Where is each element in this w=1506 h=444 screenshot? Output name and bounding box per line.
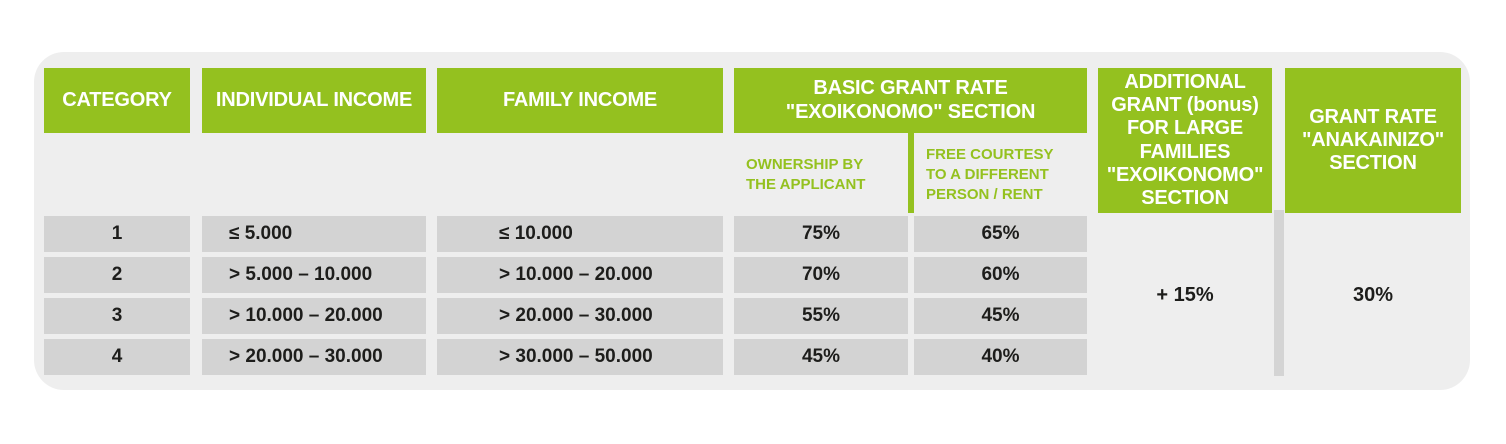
grant-rate-table: CATEGORY INDIVIDUAL INCOME FAMILY INCOME… bbox=[34, 52, 1470, 390]
cell-ownership-rate-4: 45% bbox=[734, 339, 908, 375]
cell-family-income-2: > 10.000 – 20.000 bbox=[437, 257, 723, 293]
subheader-ownership-by-applicant: OWNERSHIP BY THE APPLICANT bbox=[746, 156, 866, 193]
cell-category-2: 2 bbox=[44, 257, 190, 293]
header-basic-grant-rate: BASIC GRANT RATE "EXOIKONOMO" SECTION bbox=[734, 68, 1087, 133]
header-anakainizo-section: GRANT RATE "ANAKAINIZO" SECTION bbox=[1285, 68, 1461, 213]
subheader-free-courtesy: FREE COURTESY TO A DIFFERENT PERSON / RE… bbox=[926, 146, 1054, 203]
cell-ownership-rate-1: 75% bbox=[734, 216, 908, 252]
subcolumn-divider bbox=[908, 133, 914, 213]
cell-individual-income-4: > 20.000 – 30.000 bbox=[202, 339, 426, 375]
cell-ownership-rate-2: 70% bbox=[734, 257, 908, 293]
table-card: CATEGORY INDIVIDUAL INCOME FAMILY INCOME… bbox=[34, 52, 1470, 390]
cell-ownership-rate-3: 55% bbox=[734, 298, 908, 334]
cell-family-income-3: > 20.000 – 30.000 bbox=[437, 298, 723, 334]
cell-large-family-bonus: + 15% bbox=[1156, 284, 1214, 306]
header-family-income: FAMILY INCOME bbox=[437, 68, 723, 133]
cell-anakainizo-rate: 30% bbox=[1352, 284, 1394, 306]
cell-individual-income-3: > 10.000 – 20.000 bbox=[202, 298, 426, 334]
cell-category-1: 1 bbox=[44, 216, 190, 252]
cell-category-4: 4 bbox=[44, 339, 190, 375]
cell-family-income-4: > 30.000 – 50.000 bbox=[437, 339, 723, 375]
cell-free-courtesy-rate-2: 60% bbox=[914, 257, 1087, 293]
bonus-anakainizo-divider bbox=[1274, 210, 1284, 376]
header-additional-grant-bonus: ADDITIONAL GRANT (bonus) FOR LARGE FAMIL… bbox=[1098, 68, 1272, 213]
cell-family-income-1: ≤ 10.000 bbox=[437, 216, 723, 252]
cell-free-courtesy-rate-4: 40% bbox=[914, 339, 1087, 375]
cell-free-courtesy-rate-3: 45% bbox=[914, 298, 1087, 334]
cell-individual-income-2: > 5.000 – 10.000 bbox=[202, 257, 426, 293]
cell-free-courtesy-rate-1: 65% bbox=[914, 216, 1087, 252]
header-individual-income: INDIVIDUAL INCOME bbox=[202, 68, 426, 133]
cell-individual-income-1: ≤ 5.000 bbox=[202, 216, 426, 252]
header-category: CATEGORY bbox=[44, 68, 190, 133]
cell-category-3: 3 bbox=[44, 298, 190, 334]
